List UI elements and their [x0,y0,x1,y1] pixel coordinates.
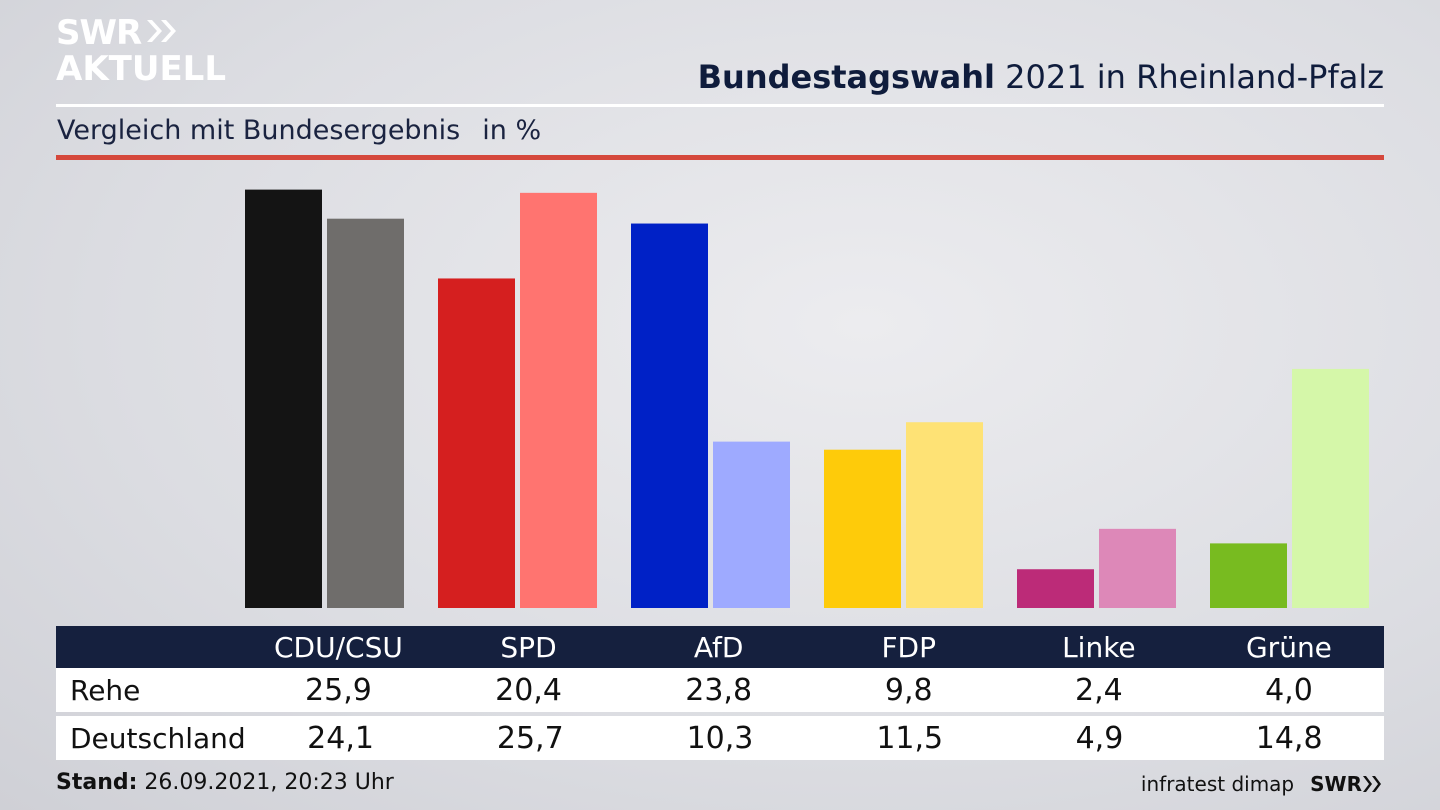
row-label: Deutschland [70,721,246,755]
bar-spd-rehe [438,278,515,608]
source-text: infratest dimap [1140,772,1295,796]
bar-spd-deutschland [520,192,597,608]
table-cell: 4,9 [1075,720,1124,756]
page-title: Bundestagswahl 2021 in Rheinland-Pfalz [698,58,1384,96]
accent-divider [56,155,1384,160]
bar-linke-rehe [1017,569,1094,608]
bar-cdu-csu-deutschland [327,218,404,608]
row-label: Rehe [70,673,141,707]
table-header-row: CDU/CSU SPD AfD FDP Linke Grüne [56,626,1384,668]
column-header: AfD [693,630,744,664]
logo-line1: SWR [56,13,142,53]
bar-gr-ne-deutschland [1292,368,1369,608]
bar-cdu-csu-rehe [245,189,322,608]
bar-afd-rehe [631,223,708,609]
table-cell: 24,1 [307,720,374,756]
table-cell: 25,9 [305,672,372,708]
column-header: FDP [881,630,937,664]
title-bold: Bundestagswahl [697,58,995,96]
header-divider [56,104,1384,107]
swr-brand: SWR [1310,772,1384,796]
stand-value: 26.09.2021, 20:23 Uhr [137,770,394,795]
chart-subtitle: Vergleich mit Bundesergebnis in % [57,115,541,146]
bar-chart [245,189,1369,609]
table-row-deutschland: Deutschland 24,1 25,7 10,3 11,5 4,9 14,8 [56,716,1384,760]
logo-line2: AKTUELL [56,49,227,89]
bar-fdp-rehe [824,449,901,608]
column-header: Grüne [1245,630,1332,664]
column-header: SPD [500,630,557,664]
bar-linke-deutschland [1099,528,1176,608]
table-cell: 25,7 [496,720,564,756]
table-cell: 10,3 [686,720,754,756]
table-cell: 14,8 [1255,720,1323,756]
column-header: Linke [1062,630,1136,664]
subtitle-unit: in % [482,115,542,146]
table-cell: 23,8 [685,672,753,708]
table-cell: 9,8 [884,672,933,708]
title-rest: 2021 in Rheinland-Pfalz [995,58,1384,96]
subtitle-text: Vergleich mit Bundesergebnis [57,115,461,146]
column-header: CDU/CSU [273,630,403,664]
bar-fdp-deutschland [906,422,983,608]
double-chevron-icon [145,16,179,50]
table-cell: 11,5 [876,720,944,756]
double-chevron-icon [1363,776,1381,792]
results-table: CDU/CSU SPD AfD FDP Linke Grüne Rehe 25,… [56,626,1384,760]
swr-aktuell-logo: SWR AKTUELL [56,16,226,86]
table-cell: 4,0 [1265,672,1313,708]
stand-label: Stand: [56,770,138,795]
timestamp: Stand: 26.09.2021, 20:23 Uhr [56,770,394,795]
swr-brand-text: SWR [1310,772,1362,796]
bar-gr-ne-rehe [1210,543,1287,608]
table-cell: 20,4 [495,672,562,708]
source-credit: infratest dimap SWR [1141,772,1384,796]
table-cell: 2,4 [1074,672,1123,708]
bar-afd-deutschland [713,441,790,608]
table-row-rehe: Rehe 25,9 20,4 23,8 9,8 2,4 4,0 [56,668,1384,712]
